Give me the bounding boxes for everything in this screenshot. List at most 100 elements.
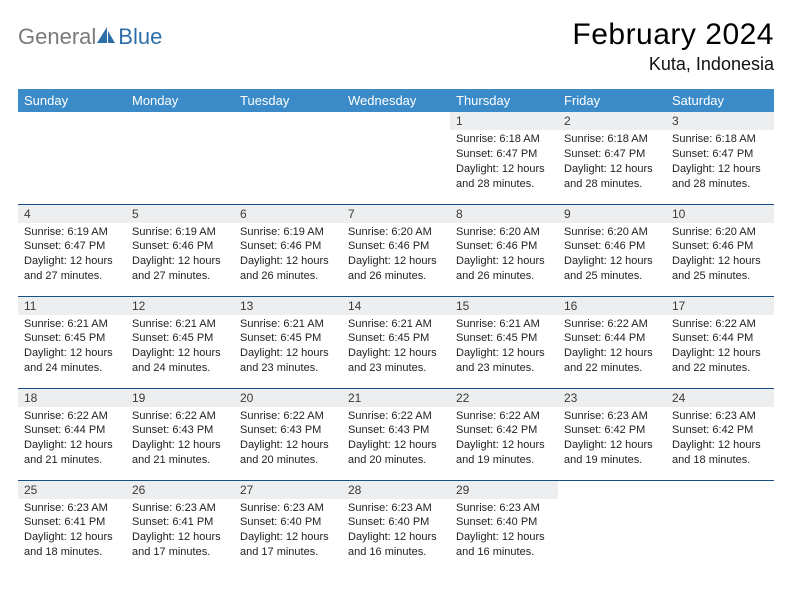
daylight-line-2: and 22 minutes. xyxy=(564,361,660,376)
sunset-line: Sunset: 6:42 PM xyxy=(564,423,660,438)
daylight-line-2: and 24 minutes. xyxy=(24,361,120,376)
sunset-line: Sunset: 6:47 PM xyxy=(564,147,660,162)
calendar-day-cell: 2Sunrise: 6:18 AMSunset: 6:47 PMDaylight… xyxy=(558,112,666,204)
month-title: February 2024 xyxy=(572,18,774,52)
day-info: Sunrise: 6:22 AMSunset: 6:43 PMDaylight:… xyxy=(234,407,342,472)
weekday-header: Saturday xyxy=(666,89,774,112)
sunset-line: Sunset: 6:41 PM xyxy=(24,515,120,530)
daylight-line-2: and 18 minutes. xyxy=(672,453,768,468)
day-number: 2 xyxy=(558,112,666,130)
sunrise-line: Sunrise: 6:20 AM xyxy=(348,225,444,240)
day-number: 19 xyxy=(126,389,234,407)
weekday-header: Sunday xyxy=(18,89,126,112)
day-info: Sunrise: 6:19 AMSunset: 6:47 PMDaylight:… xyxy=(18,223,126,288)
calendar-table: SundayMondayTuesdayWednesdayThursdayFrid… xyxy=(18,89,774,572)
sunrise-line: Sunrise: 6:23 AM xyxy=(348,501,444,516)
daylight-line-1: Daylight: 12 hours xyxy=(564,162,660,177)
day-number: 20 xyxy=(234,389,342,407)
daylight-line-2: and 20 minutes. xyxy=(348,453,444,468)
sunset-line: Sunset: 6:43 PM xyxy=(132,423,228,438)
day-number: 4 xyxy=(18,205,126,223)
daylight-line-2: and 25 minutes. xyxy=(564,269,660,284)
daylight-line-2: and 28 minutes. xyxy=(564,177,660,192)
brand-blue: Blue xyxy=(118,24,162,50)
daylight-line-2: and 18 minutes. xyxy=(24,545,120,560)
daylight-line-1: Daylight: 12 hours xyxy=(456,162,552,177)
day-number: 12 xyxy=(126,297,234,315)
day-info: Sunrise: 6:19 AMSunset: 6:46 PMDaylight:… xyxy=(126,223,234,288)
sunrise-line: Sunrise: 6:22 AM xyxy=(132,409,228,424)
day-info: Sunrise: 6:23 AMSunset: 6:40 PMDaylight:… xyxy=(234,499,342,564)
brand-logo: General Blue xyxy=(18,18,162,50)
daylight-line-1: Daylight: 12 hours xyxy=(24,346,120,361)
daylight-line-1: Daylight: 12 hours xyxy=(132,346,228,361)
calendar-day-cell: 22Sunrise: 6:22 AMSunset: 6:42 PMDayligh… xyxy=(450,388,558,480)
day-number: 28 xyxy=(342,481,450,499)
day-number: 22 xyxy=(450,389,558,407)
day-number: 5 xyxy=(126,205,234,223)
daylight-line-2: and 21 minutes. xyxy=(24,453,120,468)
day-number: 6 xyxy=(234,205,342,223)
day-number: 17 xyxy=(666,297,774,315)
calendar-day-cell xyxy=(18,112,126,204)
day-info: Sunrise: 6:21 AMSunset: 6:45 PMDaylight:… xyxy=(126,315,234,380)
calendar-day-cell: 21Sunrise: 6:22 AMSunset: 6:43 PMDayligh… xyxy=(342,388,450,480)
sunset-line: Sunset: 6:45 PM xyxy=(24,331,120,346)
calendar-day-cell: 26Sunrise: 6:23 AMSunset: 6:41 PMDayligh… xyxy=(126,480,234,572)
daylight-line-2: and 19 minutes. xyxy=(564,453,660,468)
daylight-line-2: and 22 minutes. xyxy=(672,361,768,376)
calendar-day-cell: 8Sunrise: 6:20 AMSunset: 6:46 PMDaylight… xyxy=(450,204,558,296)
day-number: 15 xyxy=(450,297,558,315)
sunrise-line: Sunrise: 6:21 AM xyxy=(240,317,336,332)
brand-general: General xyxy=(18,24,96,50)
day-number: 24 xyxy=(666,389,774,407)
sunset-line: Sunset: 6:40 PM xyxy=(348,515,444,530)
daylight-line-2: and 17 minutes. xyxy=(240,545,336,560)
daylight-line-2: and 23 minutes. xyxy=(240,361,336,376)
daylight-line-1: Daylight: 12 hours xyxy=(24,438,120,453)
calendar-day-cell xyxy=(666,480,774,572)
weekday-header: Wednesday xyxy=(342,89,450,112)
sunrise-line: Sunrise: 6:21 AM xyxy=(24,317,120,332)
sunset-line: Sunset: 6:46 PM xyxy=(456,239,552,254)
calendar-day-cell: 5Sunrise: 6:19 AMSunset: 6:46 PMDaylight… xyxy=(126,204,234,296)
sunset-line: Sunset: 6:47 PM xyxy=(672,147,768,162)
day-info: Sunrise: 6:18 AMSunset: 6:47 PMDaylight:… xyxy=(450,130,558,195)
daylight-line-2: and 20 minutes. xyxy=(240,453,336,468)
daylight-line-1: Daylight: 12 hours xyxy=(672,254,768,269)
calendar-day-cell: 28Sunrise: 6:23 AMSunset: 6:40 PMDayligh… xyxy=(342,480,450,572)
day-info: Sunrise: 6:22 AMSunset: 6:44 PMDaylight:… xyxy=(558,315,666,380)
sunset-line: Sunset: 6:46 PM xyxy=(132,239,228,254)
sunrise-line: Sunrise: 6:22 AM xyxy=(240,409,336,424)
calendar-day-cell: 16Sunrise: 6:22 AMSunset: 6:44 PMDayligh… xyxy=(558,296,666,388)
sunset-line: Sunset: 6:43 PM xyxy=(240,423,336,438)
calendar-day-cell xyxy=(558,480,666,572)
day-info: Sunrise: 6:21 AMSunset: 6:45 PMDaylight:… xyxy=(342,315,450,380)
title-block: February 2024 Kuta, Indonesia xyxy=(572,18,774,75)
sunrise-line: Sunrise: 6:23 AM xyxy=(672,409,768,424)
day-info: Sunrise: 6:20 AMSunset: 6:46 PMDaylight:… xyxy=(666,223,774,288)
sunset-line: Sunset: 6:44 PM xyxy=(564,331,660,346)
sunrise-line: Sunrise: 6:23 AM xyxy=(564,409,660,424)
daylight-line-1: Daylight: 12 hours xyxy=(348,346,444,361)
sunset-line: Sunset: 6:46 PM xyxy=(564,239,660,254)
day-number: 29 xyxy=(450,481,558,499)
page-header: General Blue February 2024 Kuta, Indones… xyxy=(18,18,774,75)
day-number: 27 xyxy=(234,481,342,499)
day-info: Sunrise: 6:23 AMSunset: 6:40 PMDaylight:… xyxy=(450,499,558,564)
sunset-line: Sunset: 6:42 PM xyxy=(672,423,768,438)
calendar-page: General Blue February 2024 Kuta, Indones… xyxy=(0,0,792,572)
sunrise-line: Sunrise: 6:21 AM xyxy=(348,317,444,332)
daylight-line-1: Daylight: 12 hours xyxy=(456,438,552,453)
calendar-day-cell xyxy=(126,112,234,204)
daylight-line-2: and 26 minutes. xyxy=(348,269,444,284)
day-number: 10 xyxy=(666,205,774,223)
sunrise-line: Sunrise: 6:23 AM xyxy=(132,501,228,516)
daylight-line-1: Daylight: 12 hours xyxy=(240,346,336,361)
day-info: Sunrise: 6:20 AMSunset: 6:46 PMDaylight:… xyxy=(450,223,558,288)
calendar-day-cell: 7Sunrise: 6:20 AMSunset: 6:46 PMDaylight… xyxy=(342,204,450,296)
daylight-line-2: and 27 minutes. xyxy=(132,269,228,284)
weekday-header: Friday xyxy=(558,89,666,112)
day-info: Sunrise: 6:21 AMSunset: 6:45 PMDaylight:… xyxy=(18,315,126,380)
sunrise-line: Sunrise: 6:22 AM xyxy=(456,409,552,424)
